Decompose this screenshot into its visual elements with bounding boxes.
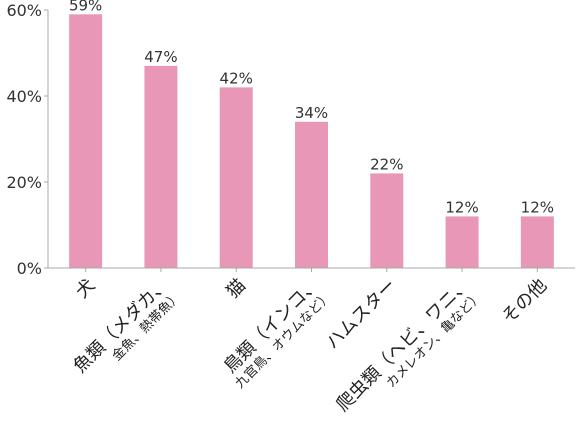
x-tick-label-line: 爬虫類（ヘビ、ワニ、 (332, 274, 474, 416)
data-label: 12% (521, 198, 554, 216)
y-tick-label: 0% (17, 259, 42, 278)
bars: 59% 47% 42% 34% 22% 12% 12% (69, 0, 554, 269)
data-label: 47% (144, 48, 177, 66)
y-axis: 0% 20% 40% 60% (6, 1, 49, 278)
x-tick-label-line: その他 (498, 275, 551, 328)
bar (219, 87, 253, 269)
data-label: 22% (370, 155, 403, 173)
x-tick-label: 猫 (222, 275, 250, 303)
x-tick-label-line: 犬 (72, 275, 100, 303)
data-label: 12% (445, 198, 478, 216)
x-tick-label-line: 猫 (222, 275, 250, 303)
x-tick-label-line: ハムスター (322, 275, 400, 353)
bar (69, 14, 103, 268)
bar (520, 216, 554, 268)
bar (370, 173, 404, 268)
x-tick-label: ハムスター (322, 275, 400, 353)
x-tick-label: 爬虫類（ヘビ、ワニ、カメレオン、亀など） (332, 274, 485, 416)
bar (144, 65, 178, 269)
y-tick-label: 40% (6, 87, 42, 106)
bar (445, 216, 479, 268)
data-label: 34% (295, 104, 328, 122)
y-tick-label: 60% (6, 1, 42, 20)
bar (295, 121, 328, 268)
x-axis: 犬魚類（メダカ、金魚、熱帯魚）猫鳥類（インコ、九官鳥、オウムなど）ハムスター爬虫… (48, 267, 575, 416)
x-tick-label: 犬 (72, 275, 100, 303)
data-label: 59% (69, 0, 102, 14)
y-tick-label: 20% (6, 173, 42, 192)
x-tick-label: その他 (498, 275, 551, 328)
data-label: 42% (220, 69, 253, 87)
